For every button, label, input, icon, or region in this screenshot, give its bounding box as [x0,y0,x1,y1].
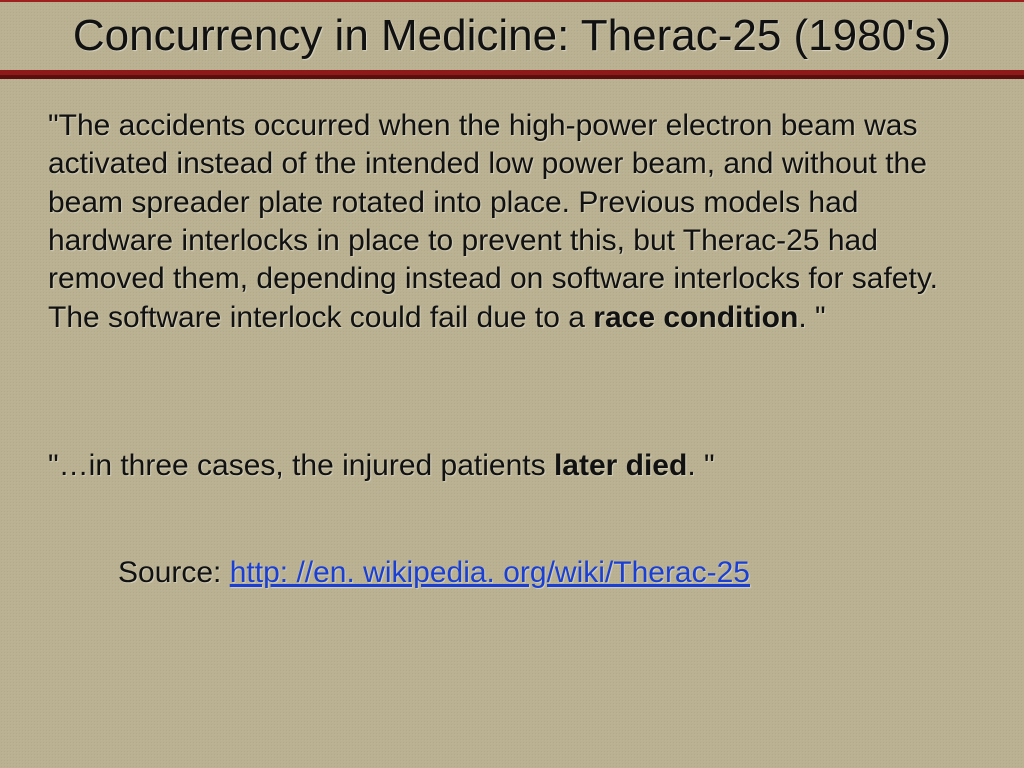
slide: Concurrency in Medicine: Therac-25 (1980… [0,0,1024,768]
paragraph-2-post: . " [687,449,714,482]
paragraph-1-post: . " [798,301,825,334]
paragraph-2-pre: "…in three cases, the injured patients [48,449,554,482]
paragraph-1-bold: race condition [593,301,798,334]
source-link[interactable]: http: //en. wikipedia. org/wiki/Therac-2… [230,556,750,589]
source-line: Source: http: //en. wikipedia. org/wiki/… [48,556,976,590]
source-label: Source: [118,556,230,589]
slide-body: "The accidents occurred when the high-po… [0,79,1024,768]
title-inner: Concurrency in Medicine: Therac-25 (1980… [0,2,1024,70]
title-band: Concurrency in Medicine: Therac-25 (1980… [0,0,1024,79]
paragraph-2: "…in three cases, the injured patients l… [48,447,976,485]
slide-title: Concurrency in Medicine: Therac-25 (1980… [60,10,964,62]
paragraph-1: "The accidents occurred when the high-po… [48,107,976,337]
paragraph-2-bold: later died [554,449,687,482]
